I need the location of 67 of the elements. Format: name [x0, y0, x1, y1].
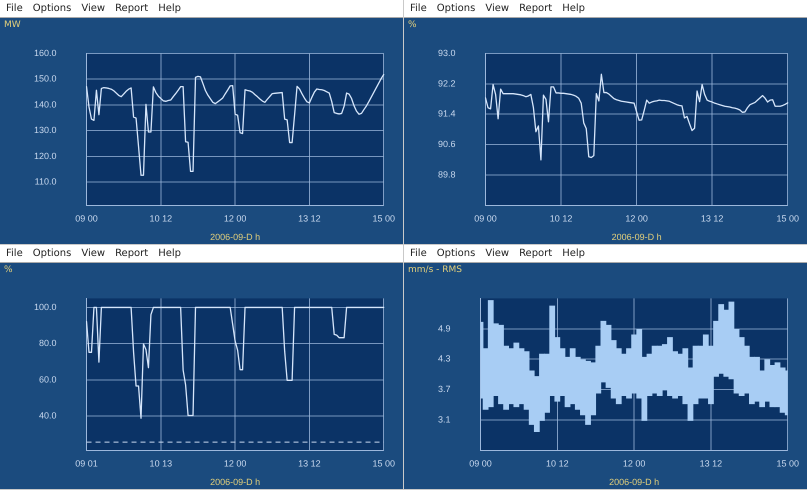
text: Report [115, 3, 148, 14]
text: Report [519, 248, 552, 259]
y-axis-title: mm/s - RMS [408, 264, 462, 275]
text: Report [519, 3, 552, 14]
y-axis-title: % [4, 264, 13, 275]
y-tick-label: 160.0 [34, 48, 57, 58]
x-tick-label: 10 12 [546, 458, 569, 468]
y-tick-label: 120.0 [34, 150, 57, 161]
y-tick-label: 60.0 [38, 374, 57, 384]
text: Help [562, 3, 586, 14]
y-tick-label: 40.0 [38, 410, 57, 421]
x-tick-label: 09 00 [469, 458, 492, 468]
x-tick-label: 15 00 [372, 213, 396, 224]
x-tick-label: 13 12 [700, 458, 722, 468]
x-tick-label: 12 00 [224, 213, 246, 224]
x-tick-label: 10 13 [150, 458, 172, 468]
x-tick-label: 09 01 [75, 458, 98, 468]
text: Options [436, 3, 476, 14]
text: Options [32, 248, 72, 259]
y-axis-title: MW [4, 20, 21, 30]
text: Help [158, 248, 182, 259]
x-axis-title: 2006-09-D h [609, 477, 660, 488]
y-tick-label: 150.0 [34, 74, 57, 84]
text: File [410, 248, 427, 259]
text: View [81, 3, 106, 14]
y-tick-label: 80.0 [38, 338, 57, 348]
x-tick-label: 12 00 [224, 458, 246, 468]
text: Options [436, 248, 476, 259]
text: Help [562, 248, 586, 259]
y-tick-label: 3.7 [438, 384, 451, 394]
y-tick-label: 4.9 [438, 323, 451, 334]
x-tick-label: 15 00 [776, 458, 800, 468]
x-tick-label: 10 12 [150, 213, 172, 224]
y-tick-label: 90.6 [438, 139, 456, 150]
text: View [81, 248, 106, 259]
text: Options [32, 3, 72, 14]
text: Help [158, 3, 182, 14]
x-axis-title: 2006-09-D h [612, 232, 662, 242]
text: Report [115, 248, 148, 259]
x-tick-label: 13 12 [298, 458, 321, 468]
y-tick-label: 4.3 [438, 354, 451, 364]
x-tick-label: 09 00 [474, 213, 497, 224]
text: File [6, 3, 23, 14]
x-tick-label: 13 12 [700, 213, 724, 224]
y-tick-label: 3.1 [438, 414, 451, 424]
x-tick-label: 15 00 [776, 213, 800, 224]
y-tick-label: 110.0 [34, 176, 57, 187]
y-tick-label: 89.8 [438, 169, 456, 180]
text: View [485, 3, 510, 14]
x-tick-label: 10 12 [550, 213, 572, 224]
y-tick-label: 140.0 [34, 99, 57, 110]
x-tick-label: 12 00 [625, 213, 648, 224]
x-axis-title: 2006-09-D h [210, 477, 260, 488]
text: File [410, 3, 427, 14]
y-axis-title: % [408, 20, 417, 30]
x-tick-label: 15 00 [372, 458, 396, 468]
x-tick-label: 09 00 [75, 213, 98, 224]
y-tick-label: 93.0 [438, 48, 456, 58]
text: File [6, 248, 23, 259]
x-tick-label: 12 00 [622, 458, 646, 468]
y-tick-label: 91.4 [438, 108, 456, 119]
x-tick-label: 13 12 [298, 213, 321, 224]
y-tick-label: 130.0 [34, 125, 57, 136]
x-axis-title: 2006-09-D h [210, 232, 260, 242]
y-tick-label: 100.0 [34, 302, 57, 312]
text: View [485, 248, 510, 259]
y-tick-label: 92.2 [438, 78, 456, 88]
